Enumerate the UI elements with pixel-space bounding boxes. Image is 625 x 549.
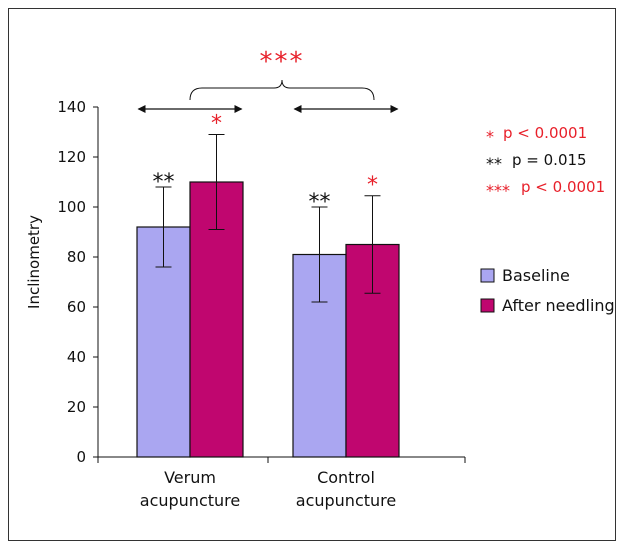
- legend: Baseline After needling: [480, 266, 615, 315]
- y-tick-label: 20: [67, 398, 86, 416]
- note-text: p < 0.0001: [521, 178, 605, 196]
- note-mark: *: [486, 127, 494, 146]
- x-category-label: Control: [317, 468, 375, 487]
- legend-label: Baseline: [502, 266, 570, 285]
- legend-swatch: [480, 298, 495, 313]
- note-text: p < 0.0001: [503, 124, 587, 142]
- y-tick-label: 60: [67, 298, 86, 316]
- y-tick-label: 120: [57, 148, 86, 166]
- y-axis-label: Inclinometry: [25, 215, 43, 309]
- legend-label: After needling: [502, 296, 615, 315]
- bar-significance-mark: *: [211, 112, 222, 137]
- group-bracket: [189, 79, 375, 101]
- bar-significance-mark: *: [367, 173, 378, 198]
- y-tick-label: 0: [76, 448, 86, 466]
- y-tick-label: 80: [67, 248, 86, 266]
- bracket-significance-label: ***: [260, 47, 305, 77]
- axes-layer: 0 20 40 60 80 100 120 140 Inclinometry Verum acupu…: [25, 98, 466, 510]
- legend-swatch: [480, 268, 495, 283]
- x-category-label: acupuncture: [140, 491, 240, 510]
- annotations-layer: ********** p < 0.0001** p = 0.015*** p < 0.…: [137, 47, 605, 215]
- bar-after-needling: [345, 243, 400, 458]
- y-tick-label: 100: [57, 198, 86, 216]
- y-tick-label: 40: [67, 348, 86, 366]
- note-mark: ***: [486, 181, 510, 200]
- note-text: p = 0.015: [512, 151, 587, 169]
- bar-significance-mark: **: [309, 190, 331, 215]
- bars-layer: [136, 134, 400, 458]
- bar-significance-mark: **: [153, 170, 175, 195]
- x-category-label: Verum: [164, 468, 216, 487]
- note-mark: **: [486, 154, 502, 173]
- x-category-label: acupuncture: [296, 491, 396, 510]
- figure-frame: [8, 8, 616, 541]
- bar-baseline: [136, 226, 191, 458]
- y-tick-label: 140: [57, 98, 86, 116]
